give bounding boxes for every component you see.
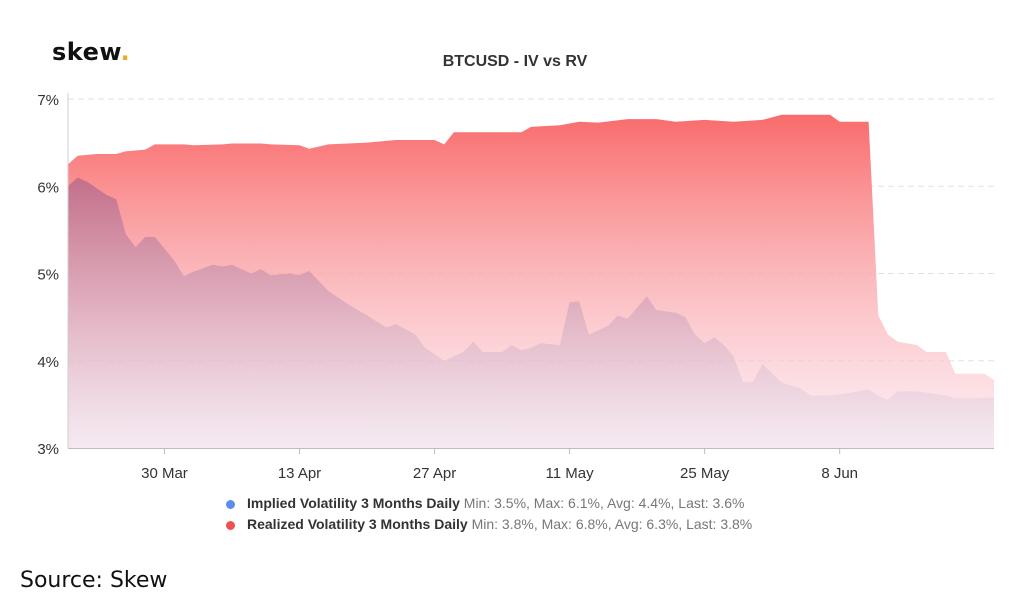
legend-implied[interactable]: Implied Volatility 3 Months Daily Min: 3…	[226, 495, 744, 511]
implied-legend-name: Implied Volatility 3 Months Daily	[247, 495, 460, 511]
chart-title: BTCUSD - IV vs RV	[443, 53, 588, 70]
x-tick-labels: 30 Mar 13 Apr 27 Apr 11 May 25 May 8 Jun	[141, 465, 858, 482]
source-caption: Source: Skew	[20, 568, 168, 593]
x-tick-label: 27 Apr	[413, 465, 456, 482]
legend-realized[interactable]: Realized Volatility 3 Months Daily Min: …	[226, 516, 752, 532]
y-tick-labels: 3% 4% 5% 6% 7%	[37, 92, 59, 458]
y-tick-label: 4%	[37, 354, 59, 371]
y-tick-label: 7%	[37, 92, 59, 109]
realized-legend-stats: Min: 3.8%, Max: 6.8%, Avg: 6.3%, Last: 3…	[471, 516, 753, 532]
implied-legend-stats: Min: 3.5%, Max: 6.1%, Avg: 4.4%, Last: 3…	[463, 495, 745, 511]
logo-text: skew	[52, 38, 121, 66]
x-tick-label: 11 May	[546, 465, 595, 482]
x-tick-label: 25 May	[680, 465, 730, 482]
volatility-chart: BTCUSD - IV vs RV 3% 4% 5% 6% 7% 30 Mar 13 Ap…	[37, 53, 994, 482]
y-tick-label: 3%	[37, 441, 59, 458]
skew-logo: skew.	[52, 38, 130, 66]
y-tick-label: 5%	[37, 267, 59, 284]
series-areas	[68, 114, 994, 448]
realized-legend-dot	[226, 520, 235, 530]
implied-legend-dot	[226, 499, 235, 509]
realized-legend-name: Realized Volatility 3 Months Daily	[247, 516, 468, 532]
logo-dot: .	[120, 38, 131, 66]
x-tick-label: 30 Mar	[141, 465, 188, 482]
implied-volatility-area	[68, 177, 994, 448]
x-tick-label: 8 Jun	[821, 465, 858, 482]
axes	[67, 93, 994, 454]
x-tick-label: 13 Apr	[278, 465, 321, 482]
y-tick-label: 6%	[37, 179, 59, 196]
